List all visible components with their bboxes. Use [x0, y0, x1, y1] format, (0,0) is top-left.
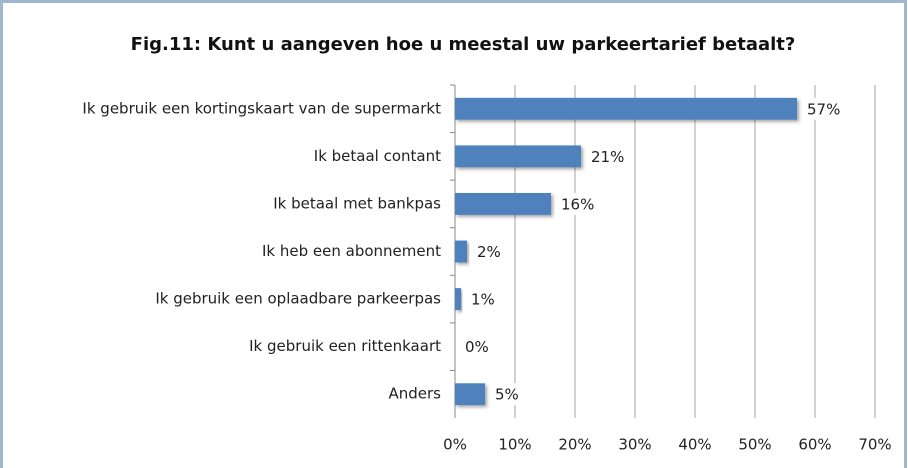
value-label: 16%	[561, 195, 594, 213]
value-label: 5%	[495, 386, 519, 404]
y-tick-label: Ik gebruik een rittenkaart	[249, 337, 441, 355]
x-tick-label: 40%	[678, 436, 711, 454]
value-label-bg	[589, 145, 625, 168]
value-label-bg	[559, 192, 595, 215]
y-tick-label: Ik gebruik een oplaadbare parkeerpas	[155, 290, 441, 308]
bar	[455, 240, 467, 263]
bar	[455, 145, 581, 168]
x-tick-label: 10%	[498, 436, 531, 454]
y-tick-label: Ik gebruik een kortingskaart van de supe…	[82, 99, 441, 117]
y-tick-label: Ik heb een abonnement	[262, 242, 441, 260]
chart-title: Fig.11: Kunt u aangeven hoe u meestal uw…	[131, 34, 796, 55]
bar	[455, 192, 551, 215]
value-label-bg	[469, 288, 505, 311]
bar	[455, 288, 461, 311]
bar	[455, 383, 485, 406]
value-label-bg	[463, 335, 499, 358]
value-label-bg	[493, 383, 529, 406]
value-label: 1%	[471, 291, 495, 309]
x-tick-label: 70%	[858, 436, 891, 454]
value-label: 21%	[591, 148, 624, 166]
value-label: 2%	[477, 243, 501, 261]
value-label-bg	[475, 240, 511, 263]
value-label: 0%	[465, 338, 489, 356]
y-tick-label: Ik betaal met bankpas	[273, 194, 441, 212]
x-tick-label: 0%	[443, 436, 467, 454]
value-label-bg	[805, 97, 841, 120]
x-tick-label: 30%	[618, 436, 651, 454]
bar	[455, 97, 797, 120]
x-tick-label: 50%	[738, 436, 771, 454]
y-tick-label: Anders	[389, 385, 442, 403]
x-tick-label: 20%	[558, 436, 591, 454]
y-tick-label: Ik betaal contant	[314, 147, 441, 165]
x-tick-label: 60%	[798, 436, 831, 454]
value-label: 57%	[807, 100, 840, 118]
